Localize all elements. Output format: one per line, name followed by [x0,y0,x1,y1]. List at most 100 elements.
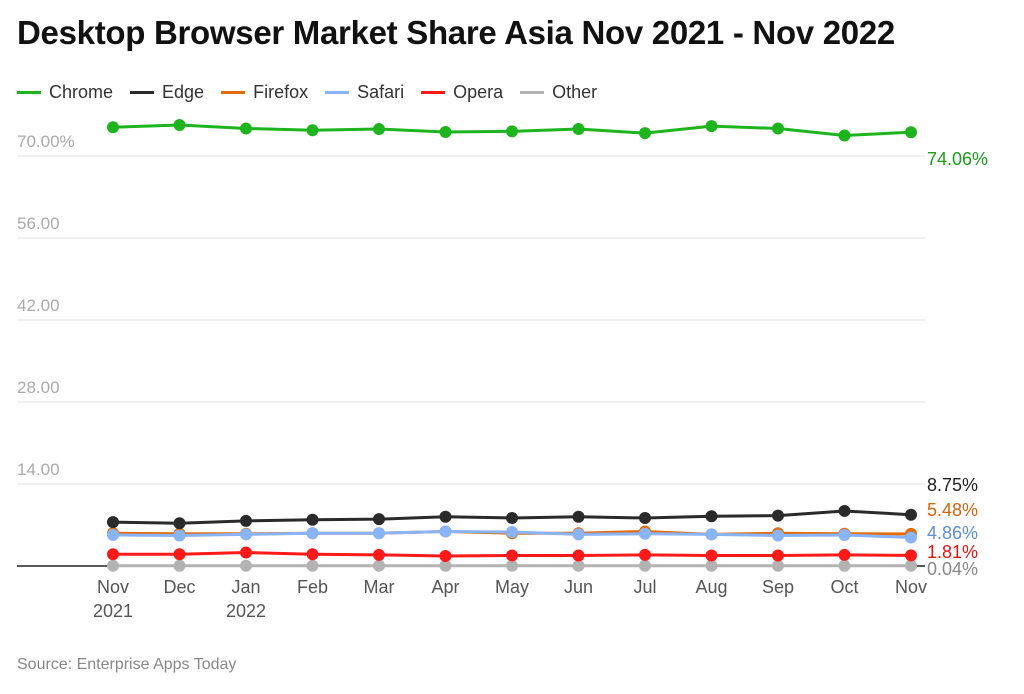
data-point-other [107,559,119,572]
end-label-other: 0.04% [927,559,978,579]
legend-label: Safari [357,82,405,102]
legend-swatch [130,91,155,94]
data-point-chrome [572,123,585,136]
end-label-chrome: 74.06% [927,149,988,169]
data-point-edge [506,511,518,524]
x-tick-label: May [495,577,529,597]
data-point-edge [373,513,385,526]
data-point-opera [107,548,119,561]
x-tick-year: 2022 [226,601,266,621]
data-point-opera [639,548,651,561]
legend-label: Other [552,82,598,102]
end-label-safari: 4.86% [927,523,978,543]
data-point-safari [905,531,917,544]
data-point-other [639,559,651,572]
data-point-edge [240,514,252,527]
x-tick-label: Nov [895,577,927,597]
legend-swatch [17,91,41,94]
end-label-firefox: 5.48% [927,500,978,520]
data-point-chrome [439,125,452,138]
data-point-chrome [240,122,252,135]
x-tick-year: 2021 [93,601,133,621]
data-point-opera [838,548,851,561]
y-tick-label: 56.00 [17,214,60,233]
x-tick-label: Apr [431,577,459,597]
legend-item-firefox: Firefox [221,82,308,103]
data-point-other [173,559,186,572]
data-point-chrome [173,118,186,131]
legend-label: Firefox [253,82,309,102]
data-point-opera [240,546,252,559]
data-point-other [572,559,585,572]
x-tick-label: Aug [695,577,727,597]
chart-title: Desktop Browser Market Share Asia Nov 20… [17,14,895,51]
legend-label: Opera [453,82,504,102]
data-point-chrome [705,120,718,133]
data-point-safari [439,525,452,538]
x-tick-label: Oct [830,577,858,597]
data-point-other [506,559,518,572]
legend-label: Chrome [49,82,114,102]
data-point-safari [506,526,518,539]
data-point-other [838,559,851,572]
legend-swatch [325,91,350,94]
x-tick-label: Mar [364,577,395,597]
data-point-other [240,559,252,572]
data-point-other [439,559,452,572]
data-point-chrome [639,127,651,140]
legend-item-chrome: Chrome [17,82,113,103]
data-point-edge [572,510,585,523]
legend-item-safari: Safari [325,82,404,103]
y-tick-label: 70.00% [17,132,75,151]
x-tick-label: Nov [97,577,129,597]
data-point-opera [572,549,585,562]
data-point-other [306,559,319,572]
legend-swatch [221,91,246,94]
data-point-chrome [107,121,119,134]
x-tick-label: Jan [231,577,260,597]
y-tick-label: 14.00 [17,460,60,479]
data-point-edge [705,510,718,523]
legend-label: Edge [162,82,205,102]
data-point-safari [373,527,385,540]
data-point-opera [439,550,452,563]
legend-swatch [520,91,545,94]
end-label-opera: 1.81% [927,542,978,562]
data-point-chrome [306,124,319,137]
data-point-edge [639,511,651,524]
legend: Chrome Edge Firefox Safari Opera Other [17,82,597,103]
legend-item-other: Other [520,82,597,103]
x-tick-label: Jul [633,577,656,597]
end-label-edge: 8.75% [927,475,978,495]
data-point-edge [772,509,784,522]
data-point-safari [572,528,585,541]
data-point-opera [905,549,917,562]
x-tick-label: Feb [297,577,328,597]
data-point-chrome [838,129,851,142]
data-point-safari [639,527,651,540]
data-point-chrome [905,126,917,139]
data-point-other [905,559,917,572]
data-point-safari [107,528,119,541]
y-tick-label: 42.00 [17,296,60,315]
data-point-chrome [506,125,518,138]
x-tick-label: Jun [564,577,593,597]
x-tick-label: Sep [762,577,794,597]
data-point-other [705,559,718,572]
data-point-chrome [772,122,784,135]
data-point-other [373,559,385,572]
data-point-opera [772,549,784,562]
y-tick-label: 28.00 [17,378,60,397]
data-point-edge [905,508,917,521]
legend-item-edge: Edge [130,82,204,103]
data-point-opera [373,548,385,561]
data-point-opera [306,548,319,561]
data-point-opera [506,549,518,562]
data-point-safari [705,528,718,541]
data-point-edge [838,504,851,517]
source-note: Source: Enterprise Apps Today [17,656,237,673]
data-point-safari [306,527,319,540]
legend-item-opera: Opera [421,82,503,103]
legend-swatch [421,91,446,94]
